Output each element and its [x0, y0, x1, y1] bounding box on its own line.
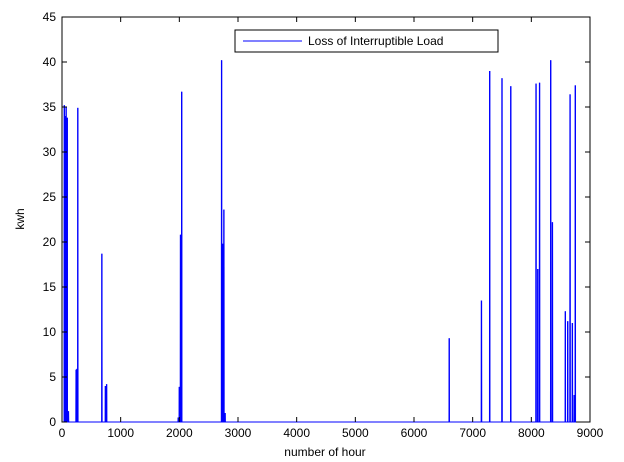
y-tick-label: 25: [43, 190, 57, 204]
x-tick-label: 7000: [459, 426, 486, 440]
legend: Loss of Interruptible Load: [234, 29, 499, 53]
y-tick-label: 35: [43, 100, 57, 114]
y-tick-label: 30: [43, 145, 57, 159]
x-tick-label: 4000: [283, 426, 310, 440]
y-axis-label: kwh: [13, 208, 27, 229]
x-tick-label: 1000: [107, 426, 134, 440]
x-tick-label: 8000: [518, 426, 545, 440]
x-tick-label: 2000: [166, 426, 193, 440]
x-axis-label: number of hour: [284, 445, 365, 459]
x-tick-label: 5000: [342, 426, 369, 440]
x-tick-label: 9000: [577, 426, 604, 440]
x-tick-label: 6000: [401, 426, 428, 440]
y-tick-label: 45: [43, 10, 57, 24]
x-tick-label: 0: [59, 426, 66, 440]
legend-box: [234, 29, 499, 53]
legend-label: Loss of Interruptible Load: [308, 34, 443, 48]
series-lines: [62, 60, 577, 423]
y-tick-label: 40: [43, 55, 57, 69]
axis-ticks: 0 1000 2000 3000 4000 5000 6000 7000 8000 9000 0 5 1…: [43, 10, 604, 440]
y-tick-label: 15: [43, 280, 57, 294]
y-tick-label: 20: [43, 235, 57, 249]
y-tick-label: 0: [49, 415, 56, 429]
x-tick-label: 3000: [225, 426, 252, 440]
y-tick-label: 10: [43, 325, 57, 339]
y-tick-label: 5: [49, 370, 56, 384]
